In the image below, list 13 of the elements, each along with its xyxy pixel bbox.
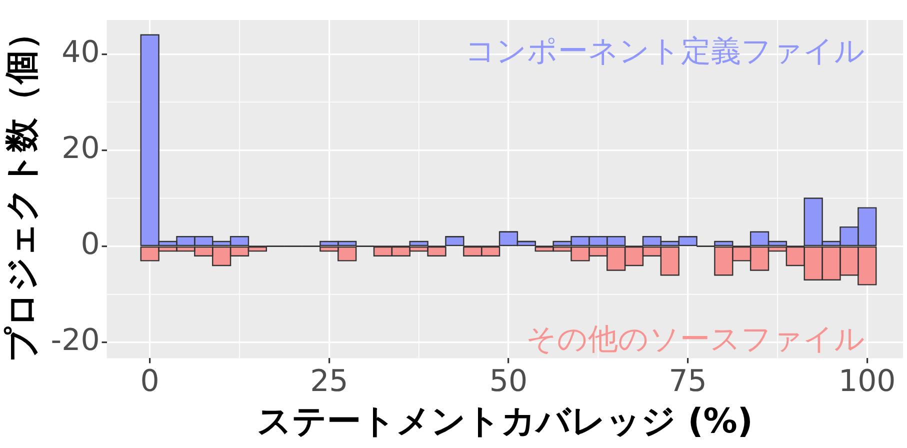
text: コンポーネント定義ファイル bbox=[465, 34, 865, 69]
y-tick-label: 0 bbox=[80, 227, 100, 262]
x-tick-label: 25 bbox=[310, 364, 348, 399]
y-axis-title: プロジェクト数（個） bbox=[2, 16, 42, 362]
y-tick-label: -20 bbox=[50, 323, 100, 358]
x-axis-title: ステートメントカバレッジ (%) bbox=[256, 401, 753, 442]
y-tick-label: 20 bbox=[62, 130, 100, 166]
x-tick-label: 50 bbox=[489, 364, 528, 399]
x-tick-label: 0 bbox=[140, 364, 160, 399]
x-tick-label: 100 bbox=[838, 364, 896, 399]
series-label: その他のソースファイル bbox=[526, 322, 865, 357]
y-tick-label: 40 bbox=[62, 34, 100, 70]
x-tick-label: 75 bbox=[668, 364, 707, 399]
